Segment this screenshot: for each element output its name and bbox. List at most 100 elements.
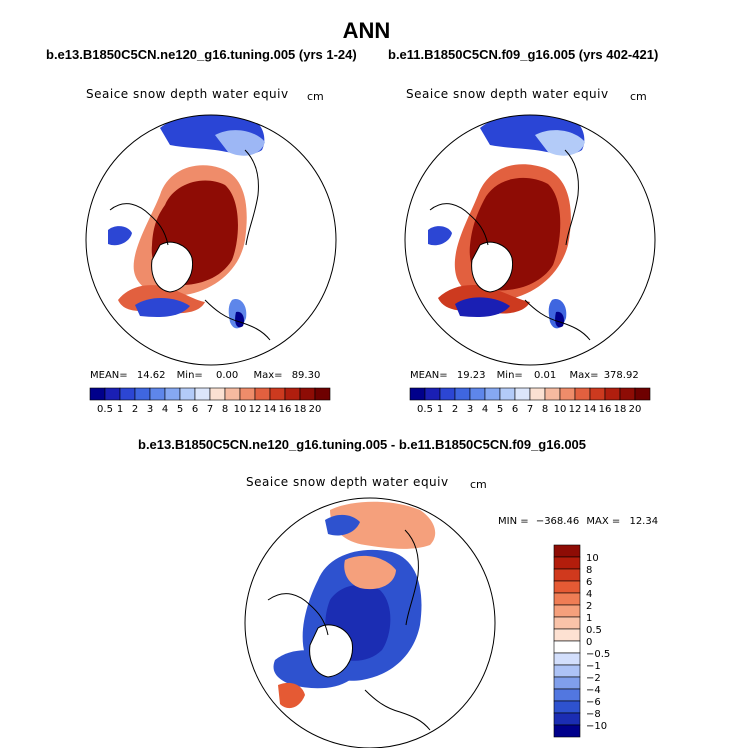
panel3-map [244, 497, 496, 748]
panel1-colorbar-tick-label: 12 [249, 404, 262, 415]
panel2-colorbar-tick-label: 3 [467, 404, 473, 415]
panel1-colorbar-cell [104, 387, 121, 401]
panel2-colorbar-tick-label: 16 [599, 404, 612, 415]
panel1-mean-value: 14.62 [136, 370, 166, 381]
panel1-colorbar-tick-label: 10 [234, 404, 247, 415]
panel1-coast-america [204, 299, 271, 341]
panel2-colorbar-tick-label: 10 [554, 404, 567, 415]
panel3-coast-eurasia [267, 593, 329, 636]
panel3-colorbar-cell [553, 652, 581, 666]
panel2-case-title: b.e11.B1850C5CN.f09_g16.005 (yrs 402-421… [388, 47, 659, 62]
panel1-colorbar-tick-label: 0.5 [97, 404, 113, 415]
panel2-variable-title: Seaice snow depth water equiv [406, 87, 609, 101]
panel2-colorbar-tick-label: 18 [614, 404, 627, 415]
panel1-colorbar-cell [299, 387, 316, 401]
panel1-colorbar-tick-label: 3 [147, 404, 153, 415]
panel3-colorbar-cell [553, 676, 581, 690]
panel1-stats: MEAN= 14.62 Min= 0.00 Max= 89.30 [90, 370, 320, 381]
panel1-min-value: 0.00 [215, 370, 239, 381]
panel3-colorbar-tick-label: 10 [586, 553, 599, 564]
panel3-colorbar-tick-label: 0 [586, 637, 592, 648]
panel1-coast-eurasia [109, 203, 169, 246]
panel2-colorbar-cell [454, 387, 471, 401]
panel1-greenland [151, 241, 194, 293]
panel1-colorbar-tick-label: 18 [294, 404, 307, 415]
panel1-colorbar-tick-label: 7 [207, 404, 213, 415]
panel2-colorbar-tick-label: 6 [512, 404, 518, 415]
panel1-colorbar-cell [149, 387, 166, 401]
panel3-stats: MIN = −368.46 MAX = 12.34 [498, 516, 658, 527]
panel2-coast-america [524, 299, 591, 341]
panel1-colorbar-tick-label: 4 [162, 404, 168, 415]
panel2-greenland [471, 241, 514, 293]
panel1-map [85, 114, 337, 366]
panel1-colorbar-cell [269, 387, 286, 401]
panel1-colorbar-cell [119, 387, 136, 401]
panel2-colorbar-cell [559, 387, 576, 401]
panel1-colorbar-tick-label: 16 [279, 404, 292, 415]
panel1-colorbar-cell [164, 387, 181, 401]
panel2-mean-value: 19.23 [456, 370, 486, 381]
panel3-beaufort-positive [344, 555, 396, 590]
panel3-pacific-diff [330, 501, 436, 549]
panel1-coast-alaska [244, 149, 259, 246]
panel2-colorbar-cell [499, 387, 516, 401]
panel3-colorbar-tick-label: −2 [586, 673, 601, 684]
panel3-units: cm [470, 478, 487, 491]
panel1-colorbar-cell [314, 387, 331, 401]
panel2-colorbar-tick-label: 8 [542, 404, 548, 415]
panel3-case-title: b.e13.B1850C5CN.ne120_g16.tuning.005 - b… [138, 437, 587, 452]
panel2-colorbar-tick-label: 20 [629, 404, 642, 415]
panel3-variable-title: Seaice snow depth water equiv [246, 475, 449, 489]
panel3-colorbar-cell [553, 664, 581, 678]
panel3-colorbar-cell [553, 616, 581, 630]
panel3-colorbar-tick-label: 8 [586, 565, 592, 576]
panel2-colorbar-cell [469, 387, 486, 401]
panel1-max-label: Max= [253, 370, 283, 381]
panel3-colorbar-cell [553, 724, 581, 738]
panel2-colorbar-cell [619, 387, 636, 401]
panel2-colorbar-cell [544, 387, 561, 401]
panel3-colorbar-tick-label: −6 [586, 697, 601, 708]
panel1-colorbar-tick-label: 8 [222, 404, 228, 415]
panel1-colorbar-cell [209, 387, 226, 401]
panel2-colorbar-tick-label: 12 [569, 404, 582, 415]
panel1-hudson-ice-dark [235, 311, 245, 328]
panel2-colorbar-tick-label: 7 [527, 404, 533, 415]
panel1-variable-title: Seaice snow depth water equiv [86, 87, 289, 101]
panel3-colorbar-tick-label: −10 [586, 721, 607, 732]
panel1-baffin-ice [108, 226, 132, 246]
panel2-colorbar-cell [589, 387, 606, 401]
panel1-mean-label: MEAN= [90, 370, 128, 381]
panel3-greenland [309, 624, 353, 678]
panel2-coast-alaska [564, 149, 579, 246]
panel3-colorbar-tick-label: 0.5 [586, 625, 602, 636]
panel2-colorbar-cell [484, 387, 501, 401]
panel3-pacific-diff-blue [325, 514, 360, 536]
panel2-map [404, 114, 656, 366]
panel1-colorbar-cell [239, 387, 256, 401]
panel3-colorbar-cell [553, 592, 581, 606]
panel2-min-label: Min= [496, 370, 523, 381]
panel3-colorbar-cell [553, 604, 581, 618]
panel2-colorbar-cell [409, 387, 426, 401]
panel2-colorbar-tick-label: 0.5 [417, 404, 433, 415]
panel3-min-value: −368.46 [535, 516, 580, 527]
panel3-colorbar-cell [553, 700, 581, 714]
panel2-coast-eurasia [429, 203, 489, 246]
panel2-colorbar-tick-label: 14 [584, 404, 597, 415]
panel2-colorbar-cell [634, 387, 651, 401]
panel2-colorbar-cell [574, 387, 591, 401]
panel2-colorbar-cell [514, 387, 531, 401]
panel2-colorbar: 0.5 1 2 3 4 5 6 7 8 10 12 14 16 18 20 [409, 387, 651, 415]
panel2-colorbar-tick-label: 5 [497, 404, 503, 415]
panel3-coast-alaska [404, 529, 419, 626]
panel1-units: cm [307, 90, 324, 103]
panel3-colorbar-cell [553, 556, 581, 570]
panel3-colorbar-tick-label: 2 [586, 601, 592, 612]
panel2-mean-label: MEAN= [410, 370, 448, 381]
panel3-colorbar-tick-label: 1 [586, 613, 592, 624]
panel2-colorbar-cell [439, 387, 456, 401]
panel1-colorbar-cell [224, 387, 241, 401]
